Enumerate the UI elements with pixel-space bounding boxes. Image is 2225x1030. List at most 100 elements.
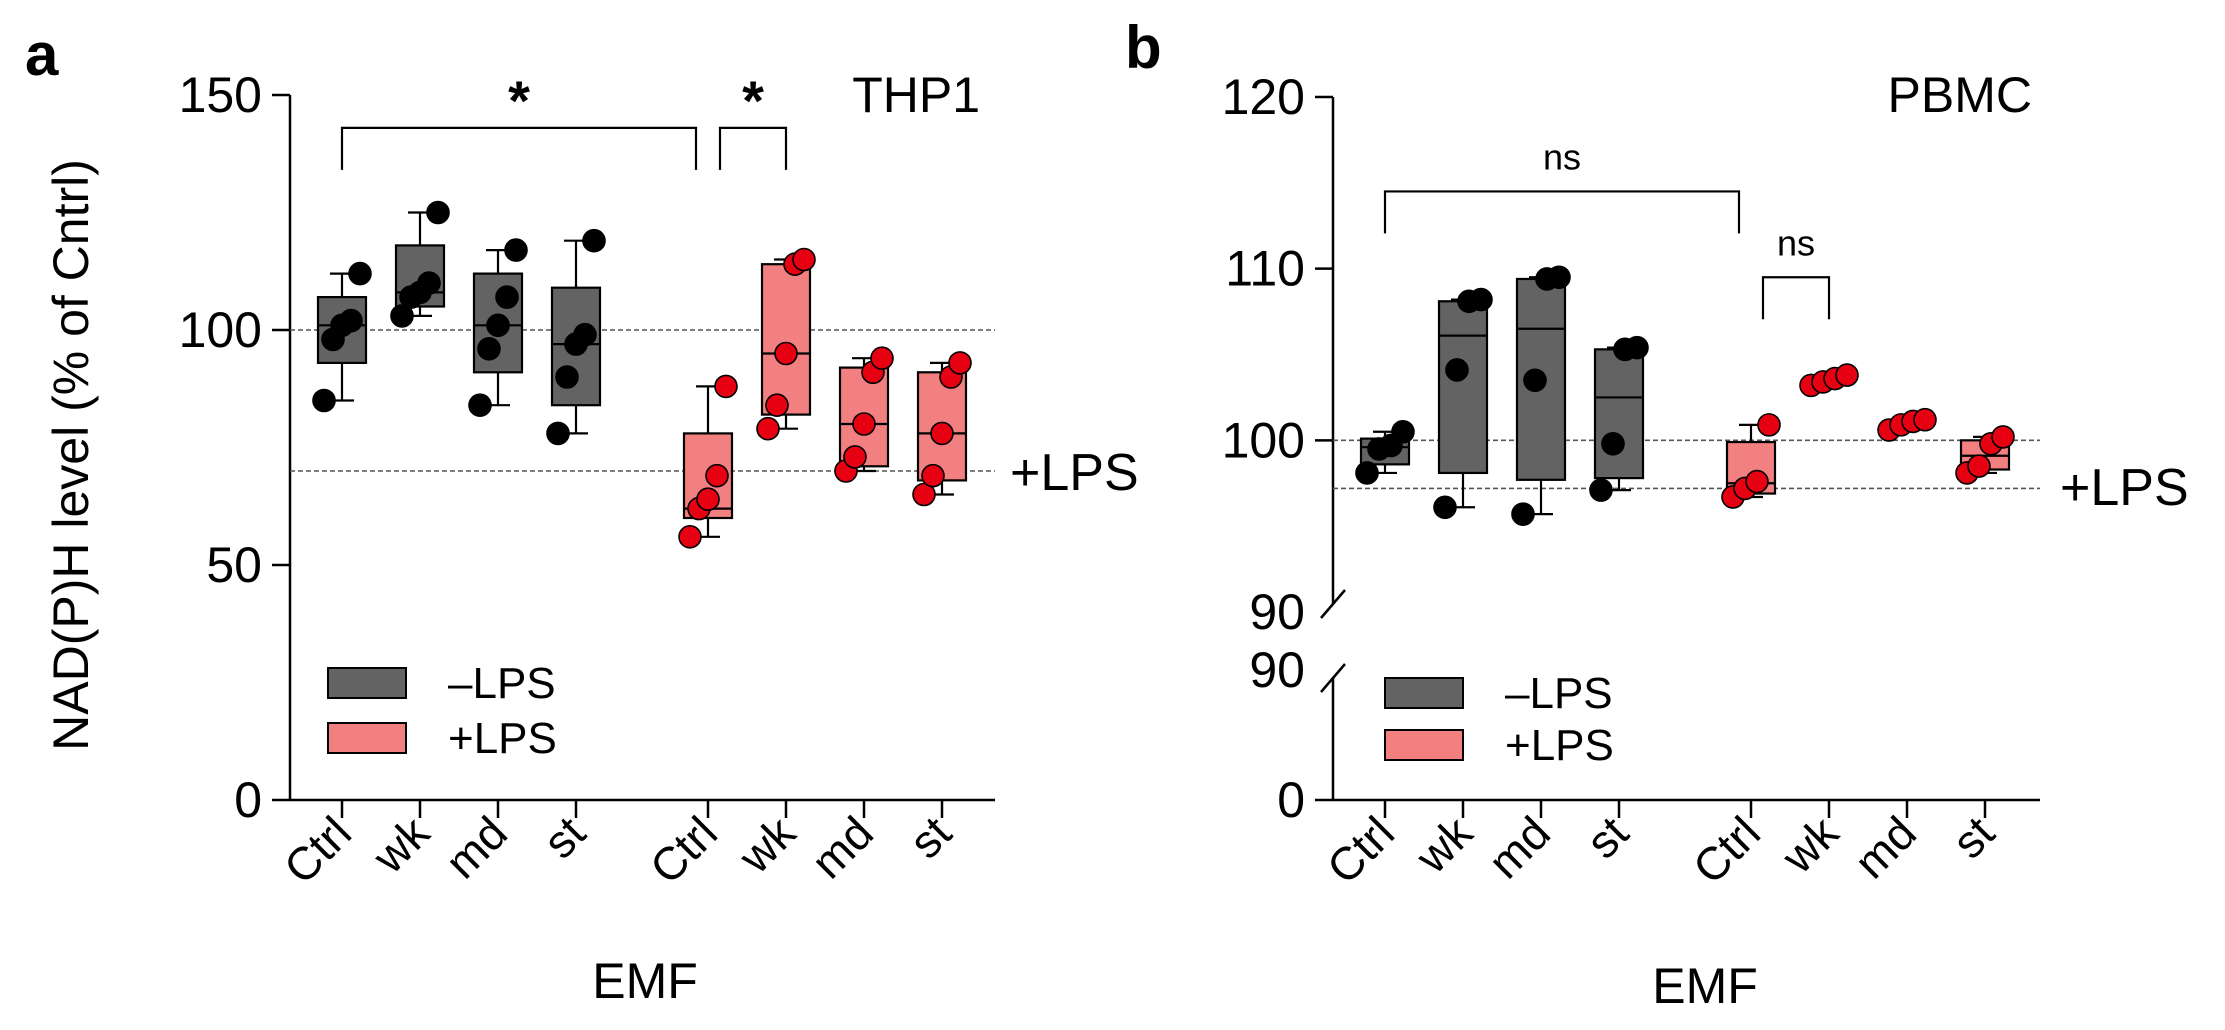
data-point <box>1511 502 1535 526</box>
y-tick-label: 0 <box>234 772 262 828</box>
data-point <box>555 365 579 389</box>
data-point <box>870 346 894 371</box>
data-point <box>495 285 519 309</box>
panel-a-lps-line-label: +LPS <box>1010 444 1139 502</box>
data-point <box>705 463 729 488</box>
x-tick-label: st <box>533 806 595 868</box>
data-point <box>486 313 510 338</box>
data-point <box>921 463 945 488</box>
panel-b-lps-line-label: +LPS <box>2060 459 2189 517</box>
significance-label: ns <box>1543 136 1581 177</box>
x-tick-label: Ctrl <box>1317 806 1404 893</box>
data-point <box>546 421 570 446</box>
x-tick-label: Ctrl <box>640 806 727 893</box>
x-tick-label: Ctrl <box>1683 806 1770 893</box>
x-tick-label: md <box>1478 806 1560 888</box>
legend-a-minus-swatch <box>327 667 407 699</box>
data-point <box>582 228 606 253</box>
data-point <box>765 393 789 418</box>
y-tick-label: 0 <box>1277 772 1305 828</box>
data-point <box>1445 358 1469 382</box>
data-point <box>1547 265 1571 290</box>
data-point <box>1523 368 1547 393</box>
data-point <box>930 421 954 446</box>
data-point <box>1913 407 1937 432</box>
data-point <box>948 351 972 375</box>
legend-b-minus-label: –LPS <box>1505 669 1613 718</box>
data-point <box>678 524 702 549</box>
legend-b-plus-swatch <box>1384 729 1464 761</box>
box-plus-lps-wk <box>760 263 812 416</box>
panel-a-label: a <box>25 21 59 88</box>
box-minus-lps-st <box>1593 348 1645 480</box>
data-point <box>426 200 450 225</box>
panel-a-xlabel: EMF <box>592 953 698 1009</box>
x-tick-label: md <box>435 806 517 888</box>
data-point <box>792 247 816 272</box>
data-point <box>774 341 798 366</box>
data-point <box>843 445 867 469</box>
y-tick-label: 150 <box>179 67 262 123</box>
data-point <box>468 393 492 418</box>
x-tick-label: st <box>899 806 961 868</box>
panel-b-title: PBMC <box>1888 67 2032 123</box>
data-point <box>1433 495 1457 520</box>
data-point <box>1469 287 1493 312</box>
panel-a-title: THP1 <box>852 67 980 123</box>
significance-bracket <box>718 126 788 170</box>
axis-break-mark <box>1320 663 1346 693</box>
data-point <box>504 238 528 262</box>
panel-b-label: b <box>1125 14 1162 81</box>
x-tick-label: wk <box>1771 806 1849 884</box>
panel-a-ylabel: NAD(P)H level (% of Cntrl) <box>43 159 99 751</box>
y-tick-label: 90 <box>1249 642 1305 698</box>
significance-bracket <box>340 126 698 170</box>
x-tick-label: st <box>1942 806 2004 868</box>
significance-bracket <box>1761 276 1831 320</box>
data-point <box>1967 454 1991 478</box>
significance-label: * <box>742 69 764 132</box>
significance-label: * <box>508 69 530 132</box>
legend-a-plus-label: +LPS <box>448 714 557 763</box>
x-tick-label: wk <box>1405 806 1483 884</box>
data-point <box>1601 431 1625 456</box>
significance-label: ns <box>1777 222 1815 263</box>
data-point <box>696 487 720 512</box>
data-point <box>1757 413 1781 437</box>
data-point <box>756 416 780 441</box>
y-tick-label: 100 <box>1222 412 1305 468</box>
data-point <box>390 304 414 328</box>
data-point <box>348 261 372 286</box>
legend-a-plus-swatch <box>327 722 407 754</box>
data-point <box>417 271 441 295</box>
data-point <box>912 482 936 507</box>
data-point <box>477 336 501 361</box>
y-tick-label: 110 <box>1225 241 1305 297</box>
data-point <box>1745 469 1769 494</box>
data-point <box>339 308 363 333</box>
panel-b-xlabel: EMF <box>1652 958 1758 1014</box>
data-point <box>1625 335 1649 360</box>
legend-a-minus-label: –LPS <box>448 659 556 708</box>
x-tick-label: wk <box>728 806 806 884</box>
box-minus-lps-wk <box>1437 300 1489 475</box>
axis-break-mark <box>1320 589 1346 619</box>
data-point <box>312 388 336 413</box>
y-tick-label: 100 <box>179 302 262 358</box>
x-tick-label: Ctrl <box>274 806 361 893</box>
data-point <box>852 412 876 436</box>
y-tick-label: 90 <box>1249 584 1305 640</box>
data-point <box>1835 363 1859 387</box>
x-tick-label: st <box>1576 806 1638 868</box>
legend-b-minus-swatch <box>1384 677 1464 709</box>
y-tick-label: 50 <box>206 537 262 593</box>
data-point <box>714 374 738 399</box>
legend-b-plus-label: +LPS <box>1505 721 1614 770</box>
data-point <box>1991 425 2015 449</box>
x-tick-label: md <box>1844 806 1926 888</box>
y-tick-label: 120 <box>1222 69 1305 125</box>
significance-bracket <box>1383 190 1741 234</box>
